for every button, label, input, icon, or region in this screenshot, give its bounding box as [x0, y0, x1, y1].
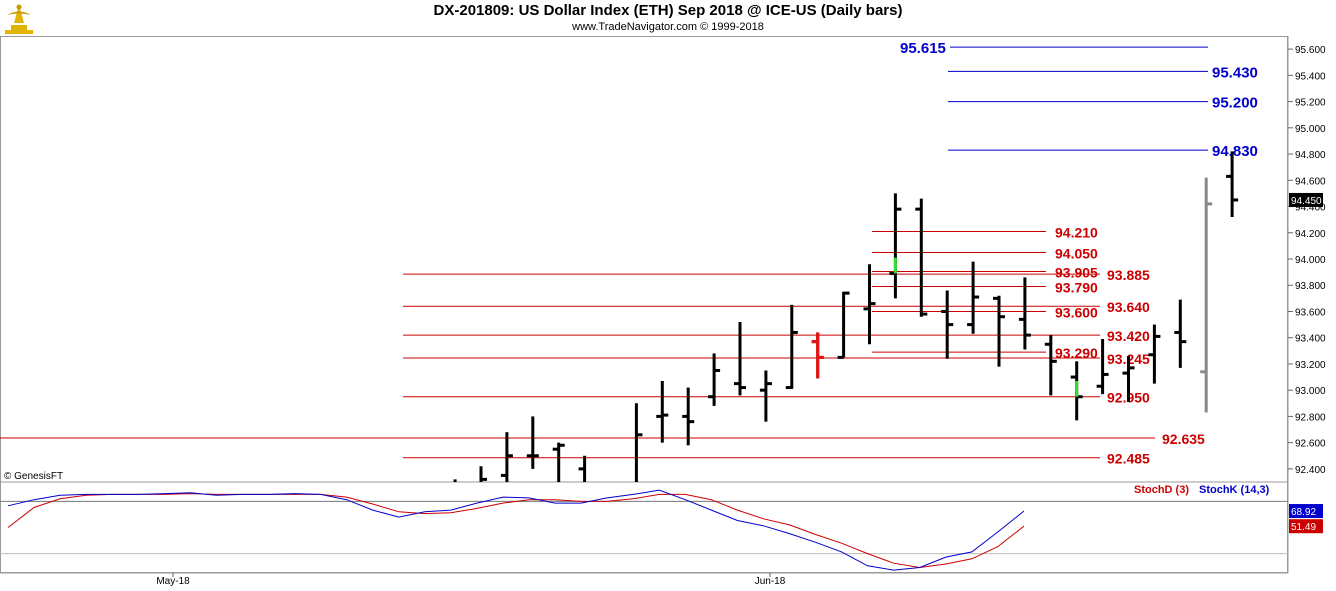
price-tick-label: 95.000	[1295, 124, 1326, 135]
red-level-label: 93.885	[1107, 267, 1150, 283]
x-axis-label: May-18	[156, 576, 190, 587]
red-level-label-mid: 93.600	[1055, 304, 1098, 320]
blue-level-label: 95.430	[1212, 64, 1258, 81]
red-level-label-mid: 94.210	[1055, 224, 1098, 240]
red-level-label: 92.635	[1162, 431, 1205, 447]
blue-level-label: 94.830	[1212, 143, 1258, 160]
ohlc-bar	[1148, 324, 1161, 384]
stochD-value-marker	[1289, 519, 1323, 534]
price-tick-label: 92.800	[1295, 412, 1326, 423]
ohlc-bar	[1096, 339, 1109, 395]
ohlc-bar	[1174, 299, 1187, 368]
price-tick-label: 93.000	[1295, 386, 1326, 397]
ohlc-bar	[656, 380, 669, 443]
price-tick-label: 93.400	[1295, 334, 1326, 345]
red-level-label: 92.485	[1107, 451, 1150, 467]
ohlc-bar	[526, 416, 539, 469]
red-level-label-mid: 93.905	[1055, 264, 1098, 280]
ohlc-bar	[1122, 356, 1135, 402]
blue-level-label: 95.615	[900, 40, 946, 57]
ohlc-bar	[479, 466, 487, 482]
price-tick-label: 94.800	[1295, 150, 1326, 161]
ohlc-bar	[1044, 335, 1057, 396]
ohlc-bar	[941, 290, 954, 359]
ohlc-bar	[863, 264, 876, 345]
ohlc-bar	[993, 295, 1005, 367]
last-price-marker	[1289, 192, 1323, 207]
ohlc-bar	[785, 304, 798, 390]
ohlc-bar	[708, 353, 721, 406]
ohlc-bar	[967, 261, 980, 334]
ohlc-bar	[734, 321, 746, 396]
red-level-label: 93.640	[1107, 299, 1150, 315]
genesis-watermark: © GenesisFT	[4, 471, 63, 482]
ohlc-bar	[682, 387, 695, 446]
stochD-value-label: 51.49	[1291, 522, 1316, 533]
stochD-legend: StochD (3)	[1134, 484, 1189, 496]
stochK-value-marker	[1289, 504, 1323, 519]
ohlc-bar	[578, 455, 587, 482]
stochK-line	[7, 489, 1025, 571]
price-tick-label: 95.200	[1295, 98, 1326, 109]
red-level-label-mid: 93.290	[1055, 345, 1098, 361]
price-tick-label: 94.600	[1295, 176, 1326, 187]
price-tick-label: 95.600	[1295, 45, 1326, 56]
price-tick-label: 92.600	[1295, 439, 1326, 450]
x-axis-label: Jun-18	[755, 576, 786, 587]
ohlc-bar	[1200, 177, 1213, 413]
stochD-line	[7, 493, 1025, 569]
blue-level-label: 95.200	[1212, 95, 1258, 112]
ohlc-bar	[837, 291, 850, 359]
price-tick-label: 93.800	[1295, 281, 1326, 292]
price-tick-label: 94.000	[1295, 255, 1326, 266]
price-tick-label: 94.200	[1295, 229, 1326, 240]
stochK-legend: StochK (14,3)	[1199, 484, 1270, 496]
ohlc-bar	[1226, 151, 1239, 218]
ohlc-bar	[1070, 361, 1083, 421]
ohlc-bar	[634, 403, 643, 482]
levels-group	[0, 46, 1208, 459]
price-tick-label: 93.600	[1295, 307, 1326, 318]
price-tick-label: 94.400	[1295, 203, 1326, 214]
ohlc-bar	[552, 442, 565, 482]
ohlc-bar	[759, 370, 772, 422]
red-level-label: 93.420	[1107, 328, 1150, 344]
trade-navigator-logo-icon	[5, 4, 33, 34]
ohlc-bar	[811, 332, 824, 379]
last-price-label: 94.450	[1291, 196, 1322, 207]
price-tick-label: 95.400	[1295, 71, 1326, 82]
ohlc-bar	[915, 198, 928, 317]
ohlc-bar	[1018, 277, 1031, 350]
stochK-value-label: 68.92	[1291, 507, 1316, 518]
chart-subtitle: www.TradeNavigator.com © 1999-2018	[572, 21, 764, 33]
ohlc-bar	[500, 432, 513, 482]
price-tick-label: 92.400	[1295, 465, 1326, 476]
price-tick-label: 93.200	[1295, 360, 1326, 371]
red-level-label-mid: 94.050	[1055, 245, 1098, 261]
ohlc-bar	[889, 193, 902, 299]
chart-title: DX-201809: US Dollar Index (ETH) Sep 201…	[433, 2, 903, 19]
red-level-label-mid: 93.790	[1055, 280, 1098, 296]
